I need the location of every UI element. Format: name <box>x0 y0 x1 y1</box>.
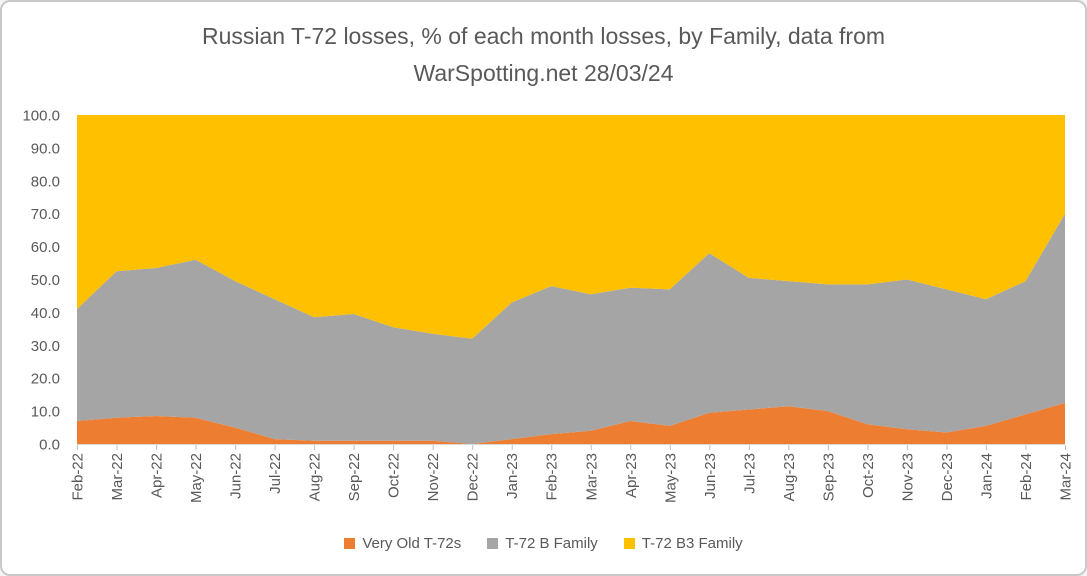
legend-swatch-yellow-icon <box>623 538 635 549</box>
x-axis-label: Jul-23 <box>741 453 758 494</box>
x-axis-label: Aug-22 <box>307 453 324 501</box>
x-axis-label: Mar-23 <box>583 453 600 501</box>
x-axis-label: Dec-23 <box>939 453 956 501</box>
legend-swatch-orange-icon <box>344 538 356 549</box>
x-axis-label: Jan-23 <box>504 453 521 499</box>
y-axis-label: 30.0 <box>31 338 60 355</box>
x-axis-label: May-23 <box>662 453 679 503</box>
y-axis-label: 70.0 <box>31 206 60 223</box>
x-axis-label: Feb-24 <box>1018 453 1035 501</box>
x-axis-label: Nov-23 <box>899 453 916 501</box>
x-axis-label: Feb-22 <box>70 453 87 501</box>
x-axis-label: Nov-22 <box>425 453 442 501</box>
x-axis-label: Jun-22 <box>228 453 245 499</box>
x-axis-label: Feb-23 <box>544 453 561 501</box>
chart-title-line1: Russian T-72 losses, % of each month los… <box>201 23 886 49</box>
y-axis-label: 60.0 <box>31 239 60 256</box>
chart-title: Russian T-72 losses, % of each month los… <box>2 18 1085 92</box>
y-axis-label: 80.0 <box>31 173 60 190</box>
x-axis-label: Mar-24 <box>1058 453 1075 501</box>
y-axis-label: 20.0 <box>31 371 60 388</box>
y-axis-label: 90.0 <box>31 140 60 157</box>
y-axis-label: 40.0 <box>31 305 60 322</box>
x-axis-label: Oct-22 <box>386 453 403 498</box>
x-axis-label: Sep-22 <box>346 453 363 501</box>
y-axis-label: 100.0 <box>22 108 60 125</box>
legend-item-t72-b3-family: T-72 B3 Family <box>623 535 743 552</box>
chart-title-line2: WarSpotting.net 28/03/24 <box>413 60 674 86</box>
legend-item-t72-b-family: T-72 B Family <box>487 535 598 552</box>
x-axis-label: Apr-22 <box>149 453 166 498</box>
area-series-t-72-b-family <box>77 213 1065 444</box>
legend-label: T-72 B Family <box>505 535 598 552</box>
legend-label: T-72 B3 Family <box>641 535 743 552</box>
chart-legend: Very Old T-72s T-72 B Family T-72 B3 Fam… <box>2 535 1085 552</box>
x-axis-label: Oct-23 <box>860 453 877 498</box>
x-axis-label: Jun-23 <box>702 453 719 499</box>
y-axis-label: 0.0 <box>39 437 60 454</box>
x-axis-label: May-22 <box>188 453 205 503</box>
y-axis-label: 50.0 <box>31 272 60 289</box>
area-series-t-72-b3-family <box>77 115 1065 339</box>
legend-swatch-gray-icon <box>487 538 499 549</box>
legend-label: Very Old T-72s <box>362 535 462 552</box>
x-axis-label: Dec-22 <box>465 453 482 501</box>
x-axis-label: Jul-22 <box>267 453 284 494</box>
x-axis-label: Apr-23 <box>623 453 640 498</box>
x-axis-label: Sep-23 <box>820 453 837 501</box>
area-series-very-old-t-72s <box>77 402 1065 444</box>
x-axis-label: Mar-22 <box>109 453 126 501</box>
legend-item-very-old-t72s: Very Old T-72s <box>344 535 461 552</box>
y-axis-label: 10.0 <box>31 404 60 421</box>
x-axis-label: Jan-24 <box>978 453 995 499</box>
x-axis-label: Aug-23 <box>781 453 798 501</box>
